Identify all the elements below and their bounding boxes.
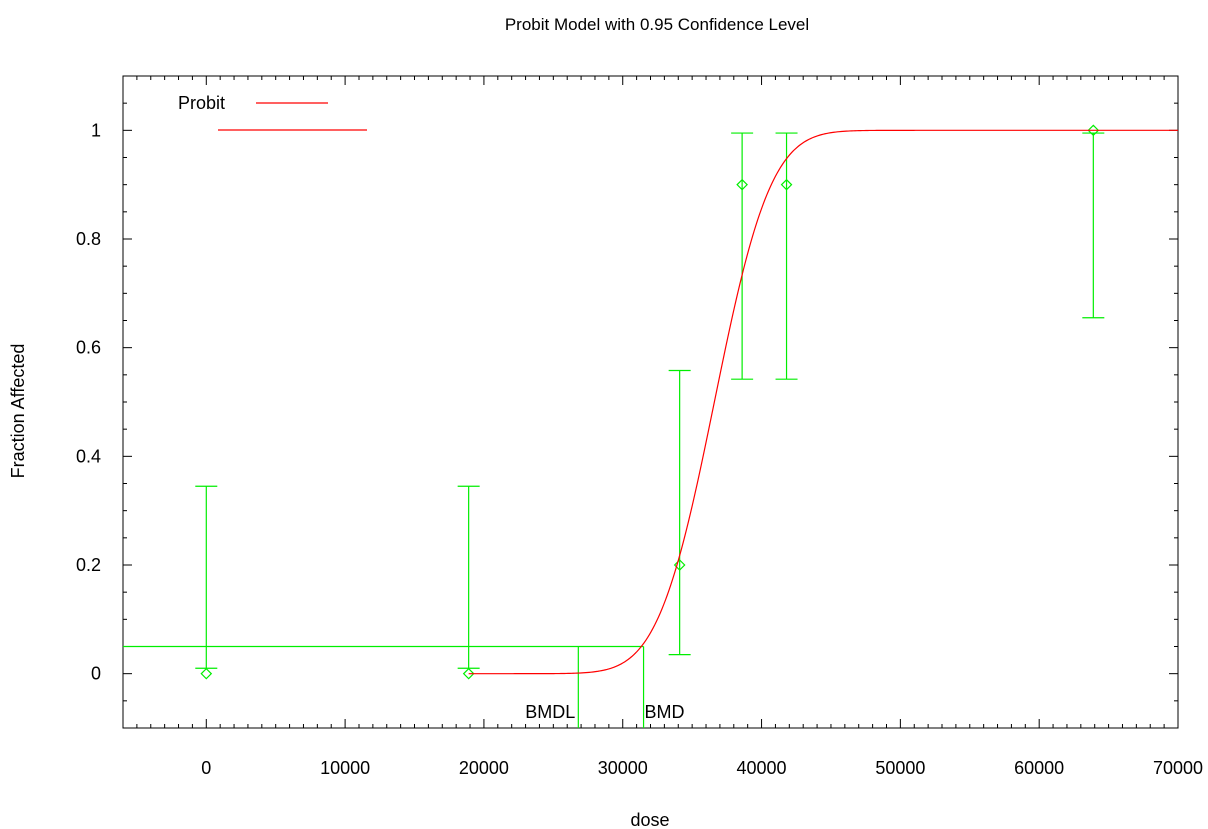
data-point (1087, 124, 1100, 137)
data-point (462, 667, 475, 680)
y-tick-label: 0.2 (76, 555, 101, 575)
bmdl-label: BMDL (525, 702, 575, 722)
data-point (736, 178, 748, 191)
y-tick-label: 0.6 (76, 338, 101, 358)
x-tick-label: 50000 (875, 758, 925, 778)
legend: Probit (178, 93, 367, 131)
data-point (200, 667, 213, 680)
data-point (673, 559, 686, 571)
observed-points (200, 124, 1100, 680)
minor-ticks (123, 76, 1178, 729)
y-tick-label: 0.8 (76, 229, 101, 249)
error-bars (195, 132, 1105, 669)
plot-frame (122, 75, 1179, 729)
x-tick-label: 70000 (1153, 758, 1203, 778)
x-tick-label: 10000 (320, 758, 370, 778)
x-axis: 0 10000 20000 30000 40000 50000 60000 70000 (201, 76, 1203, 778)
x-tick-label: 30000 (598, 758, 648, 778)
chart-title: Probit Model with 0.95 Confidence Level (505, 15, 809, 34)
y-tick-label: 1 (91, 120, 101, 140)
x-tick-label: 60000 (1014, 758, 1064, 778)
y-tick-label: 0.4 (76, 446, 101, 466)
legend-label-probit: Probit (178, 93, 225, 113)
data-point (780, 178, 793, 191)
y-tick-label: 0 (91, 664, 101, 684)
x-tick-label: 40000 (737, 758, 787, 778)
x-tick-label: 0 (201, 758, 211, 778)
y-axis: 0 0.2 0.4 0.6 0.8 1 (76, 120, 1178, 684)
bmd-markers: BMDL BMD (123, 645, 685, 728)
x-axis-label: dose (630, 810, 669, 829)
x-tick-label: 20000 (459, 758, 509, 778)
bmd-label: BMD (645, 702, 685, 722)
probit-curve (468, 129, 1178, 675)
y-axis-label: Fraction Affected (8, 344, 28, 479)
